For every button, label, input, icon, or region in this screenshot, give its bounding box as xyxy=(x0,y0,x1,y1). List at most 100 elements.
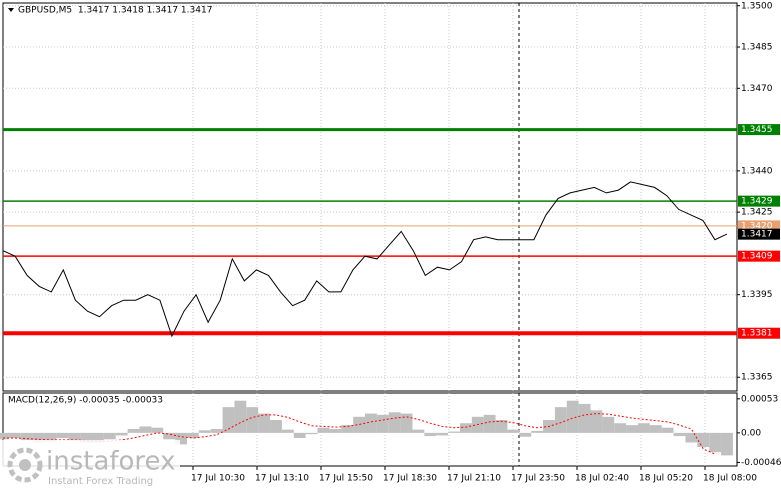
macd-bar xyxy=(20,432,33,441)
macd-bar xyxy=(103,432,116,440)
macd-bar xyxy=(8,432,21,438)
macd-bar xyxy=(578,403,591,433)
macd-bar xyxy=(721,432,733,456)
macd-bar xyxy=(459,423,472,433)
logo-name: instaforex xyxy=(46,447,175,477)
macd-bar xyxy=(293,432,306,438)
x-tick-label: 17 Jul 10:30 xyxy=(191,474,245,484)
macd-bar xyxy=(234,400,247,433)
logo: instaforex Instant Forex Trading xyxy=(0,440,180,489)
macd-bar xyxy=(602,416,615,433)
y-tick-label: 1.3425 xyxy=(741,208,773,218)
macd-bar xyxy=(246,407,259,433)
level-label-bg xyxy=(738,220,780,232)
macd-bar xyxy=(151,427,164,433)
macd-bar xyxy=(44,432,57,442)
level-label: 1.3455 xyxy=(741,125,773,135)
macd-bar xyxy=(507,429,520,433)
macd-bar xyxy=(400,413,413,433)
macd-bar xyxy=(614,423,627,433)
logo-tagline: Instant Forex Trading xyxy=(48,476,153,487)
y-tick-label: 1.3395 xyxy=(741,290,773,300)
level-label: 1.3420 xyxy=(741,221,773,231)
macd-bar xyxy=(637,423,650,433)
x-tick-label: 17 Jul 15:50 xyxy=(319,474,373,484)
macd-bar xyxy=(376,414,389,433)
macd-bar xyxy=(412,429,425,433)
macd-tick-label: 0.00053 xyxy=(741,394,778,404)
macd-bar xyxy=(697,432,710,447)
macd-bar xyxy=(436,432,449,436)
macd-bar xyxy=(626,425,638,433)
title-arrow xyxy=(8,8,14,12)
macd-bar xyxy=(519,432,532,437)
macd-bar xyxy=(566,400,579,433)
macd-bar xyxy=(127,429,140,433)
level-label-bg xyxy=(738,228,780,240)
level-label: 1.3417 xyxy=(741,230,773,240)
price-line xyxy=(2,181,728,338)
macd-bar xyxy=(92,432,104,443)
macd-bar xyxy=(483,414,496,433)
macd-label: MACD(12,26,9) -0.00035 -0.00033 xyxy=(8,396,163,406)
macd-bar xyxy=(554,407,567,433)
x-tick-label: 17 Jul 18:30 xyxy=(383,474,437,484)
macd-tick-label: -0.00046 xyxy=(741,458,781,468)
x-tick-label: 17 Jul 23:50 xyxy=(511,474,565,484)
macd-bar xyxy=(590,410,603,433)
y-tick-label: 1.3500 xyxy=(741,1,773,11)
macd-bar xyxy=(163,432,176,440)
price-panel xyxy=(2,2,738,392)
level-label-bg xyxy=(738,250,780,262)
macd-bar xyxy=(210,429,223,433)
macd-bar xyxy=(531,430,544,433)
level-label: 1.3429 xyxy=(741,197,773,207)
x-tick-label: 17 Jul 13:10 xyxy=(255,474,309,484)
level-label: 1.3381 xyxy=(741,329,773,339)
level-label-bg xyxy=(738,195,780,207)
logo-icon-center xyxy=(19,459,31,471)
level-label-bg xyxy=(738,124,780,136)
macd-bar xyxy=(495,420,508,433)
macd-bar xyxy=(448,431,460,433)
macd-bar xyxy=(281,429,294,433)
macd-bar xyxy=(305,432,318,435)
logo-icon xyxy=(7,447,43,483)
macd-bar xyxy=(198,430,211,433)
macd-bar xyxy=(270,420,282,433)
macd-bar xyxy=(0,432,9,440)
macd-bar xyxy=(258,413,271,433)
macd-bar xyxy=(424,432,437,437)
macd-bar xyxy=(661,427,674,433)
macd-bar xyxy=(68,432,81,441)
macd-bar xyxy=(353,416,365,433)
x-tick-label: 18 Jul 05:20 xyxy=(639,474,693,484)
y-tick-label: 1.3440 xyxy=(741,166,773,176)
macd-bar xyxy=(388,412,401,433)
macd-bar xyxy=(222,407,235,433)
chart-title: GBPUSD,M5 1.3417 1.3418 1.3417 1.3417 xyxy=(18,6,212,16)
x-tick-label: 18 Jul 08:00 xyxy=(703,474,757,484)
macd-bar xyxy=(175,432,187,445)
macd-bar xyxy=(80,432,93,444)
level-label-bg xyxy=(738,327,780,339)
y-tick-label: 1.3485 xyxy=(741,43,773,53)
macd-bar xyxy=(186,432,199,438)
macd-bar xyxy=(341,425,354,433)
macd-bar xyxy=(673,432,686,437)
macd-bar xyxy=(115,432,128,436)
macd-bar xyxy=(317,427,330,433)
macd-bar xyxy=(329,429,342,433)
x-tick-label: 18 Jul 02:40 xyxy=(575,474,629,484)
macd-bar xyxy=(709,432,722,453)
macd-bar xyxy=(365,413,377,433)
macd-bar xyxy=(685,432,698,443)
y-tick-label: 1.3365 xyxy=(741,373,773,383)
macd-bar xyxy=(139,426,152,433)
macd-bar xyxy=(649,425,662,433)
level-label: 1.3409 xyxy=(741,252,773,262)
y-tick-label: 1.3470 xyxy=(741,84,773,94)
macd-bar xyxy=(56,432,69,438)
